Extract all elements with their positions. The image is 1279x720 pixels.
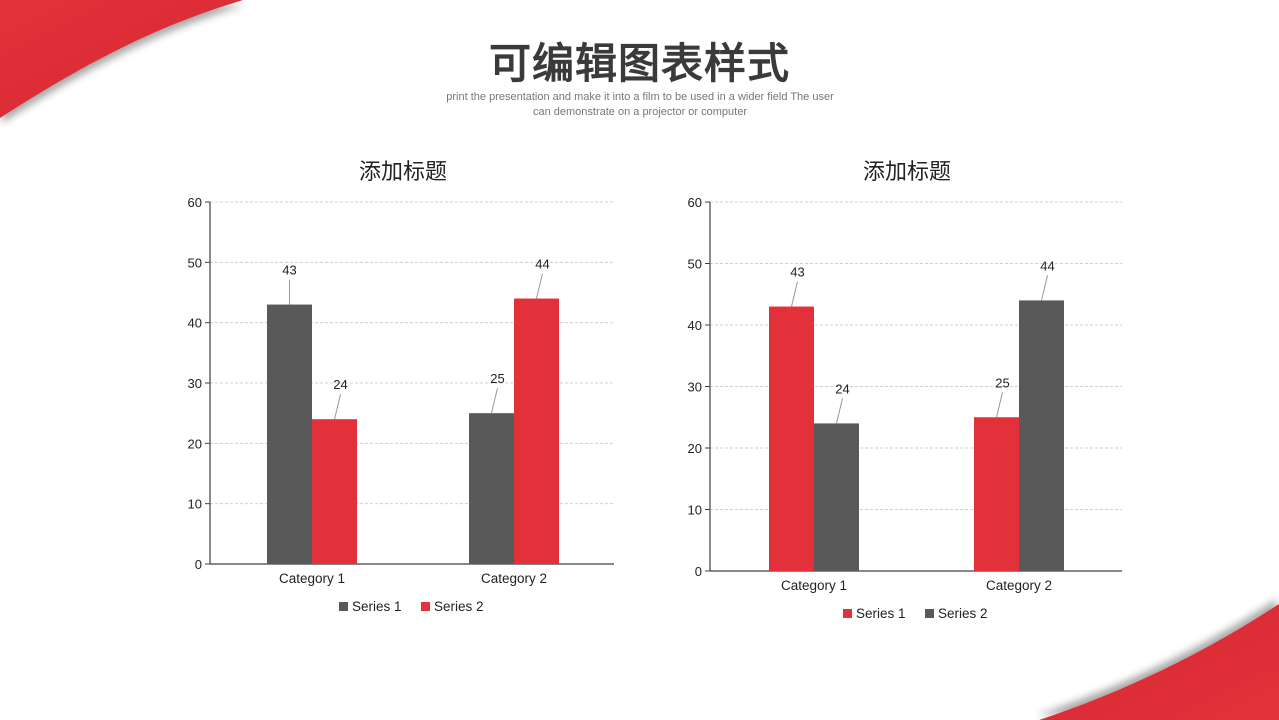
subtitle-line-2: can demonstrate on a projector or comput… — [532, 106, 747, 118]
legend-label: Series 2 — [938, 606, 988, 621]
subtitle-line-1: print the presentation and make it into … — [446, 91, 834, 103]
page-title: 可编辑图表样式 — [488, 39, 790, 88]
legend-label: Series 1 — [352, 599, 402, 614]
y-tick-label: 10 — [188, 497, 202, 512]
y-tick-label: 50 — [188, 255, 202, 270]
data-label-leader — [491, 388, 498, 414]
data-label-leader — [1041, 275, 1048, 301]
y-tick-label: 0 — [195, 557, 202, 572]
chart-left: 添加标题 0 10 20 30 40 50 60 43 24 Category 1 25 44 Cate… — [160, 150, 640, 630]
legend-swatch-icon — [925, 609, 934, 618]
y-tick-label: 40 — [688, 318, 702, 333]
y-tick-label: 20 — [688, 441, 702, 456]
chart-title: 添加标题 — [358, 160, 447, 185]
category-label: Category 2 — [481, 571, 547, 586]
chart-right: 添加标题 0 10 20 30 40 50 60 43 24 Category 1 25 44 Cate… — [660, 150, 1140, 640]
legend-item[interactable]: Series 2 — [925, 606, 988, 621]
y-tick-label: 40 — [188, 316, 202, 331]
y-tick-label: 20 — [188, 436, 202, 451]
category-label: Category 2 — [986, 578, 1052, 593]
category-label: Category 1 — [781, 578, 847, 593]
legend-item[interactable]: Series 1 — [339, 599, 402, 614]
legend-swatch-icon — [339, 602, 348, 611]
y-tick-label: 50 — [688, 257, 702, 272]
y-tick-label: 60 — [188, 195, 202, 210]
bar — [974, 417, 1019, 571]
bar — [312, 419, 357, 564]
y-tick-label: 10 — [688, 503, 702, 518]
bar — [1019, 300, 1064, 571]
legend-label: Series 2 — [434, 599, 484, 614]
data-label: 24 — [333, 377, 347, 392]
y-tick-label: 60 — [688, 195, 702, 210]
data-label: 25 — [490, 371, 504, 386]
data-label-leader — [334, 394, 341, 420]
data-label: 44 — [535, 257, 549, 272]
data-label-leader — [996, 392, 1003, 418]
chart-title: 添加标题 — [862, 160, 951, 185]
data-label: 43 — [790, 265, 804, 280]
y-tick-label: 0 — [695, 564, 702, 579]
category-label: Category 1 — [279, 571, 345, 586]
data-label: 24 — [835, 381, 849, 396]
y-tick-label: 30 — [188, 376, 202, 391]
page-subtitle: print the presentation and make it into … — [430, 90, 850, 120]
bar — [267, 304, 312, 564]
bar — [769, 306, 814, 571]
bar-chart-right: 0 10 20 30 40 50 60 43 24 Category 1 25 44 Category … — [688, 195, 1122, 621]
bar — [814, 423, 859, 571]
data-label: 44 — [1040, 258, 1054, 273]
data-label-leader — [791, 281, 798, 307]
bar — [469, 413, 514, 564]
legend-swatch-icon — [421, 602, 430, 611]
legend-swatch-icon — [843, 609, 852, 618]
data-label: 25 — [995, 375, 1009, 390]
bar-chart-left: 0 10 20 30 40 50 60 43 24 Category 1 25 44 Category … — [188, 195, 614, 614]
bar — [514, 298, 559, 564]
data-label-leader — [836, 398, 843, 424]
legend-item[interactable]: Series 2 — [421, 599, 484, 614]
legend-item[interactable]: Series 1 — [843, 606, 906, 621]
data-label-leader — [536, 273, 543, 299]
data-label: 43 — [282, 263, 296, 278]
y-tick-label: 30 — [688, 380, 702, 395]
legend-label: Series 1 — [856, 606, 906, 621]
